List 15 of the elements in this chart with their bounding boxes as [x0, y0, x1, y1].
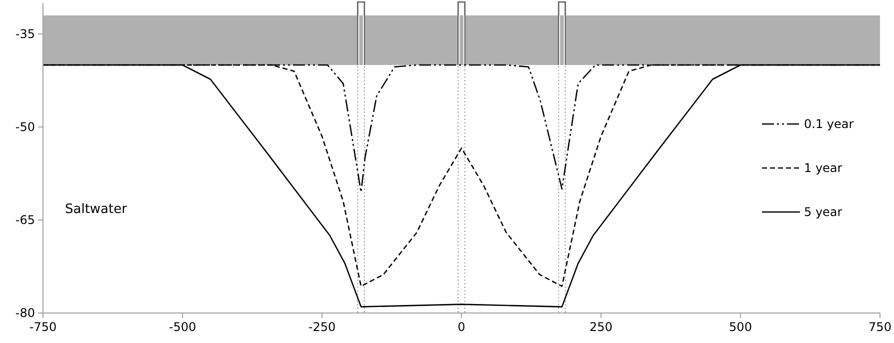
- x-tick-label: -750: [29, 320, 57, 334]
- annotation: Saltwater: [65, 202, 128, 217]
- legend-label: 1 year: [804, 161, 842, 175]
- x-tick-label: 500: [729, 320, 752, 334]
- y-tick-label: -35: [15, 27, 35, 41]
- x-tick-label: 750: [868, 320, 892, 334]
- legend-label: 5 year: [804, 205, 842, 219]
- x-tick-label: 0: [458, 320, 466, 334]
- y-tick-label: -80: [15, 306, 35, 320]
- legend-label: 0.1 year: [804, 117, 854, 131]
- y-tick-label: -50: [15, 120, 35, 134]
- x-tick-label: -250: [308, 320, 336, 334]
- x-tick-label: 250: [590, 320, 612, 334]
- y-tick-label: -65: [15, 213, 35, 227]
- x-tick-label: -500: [168, 320, 196, 334]
